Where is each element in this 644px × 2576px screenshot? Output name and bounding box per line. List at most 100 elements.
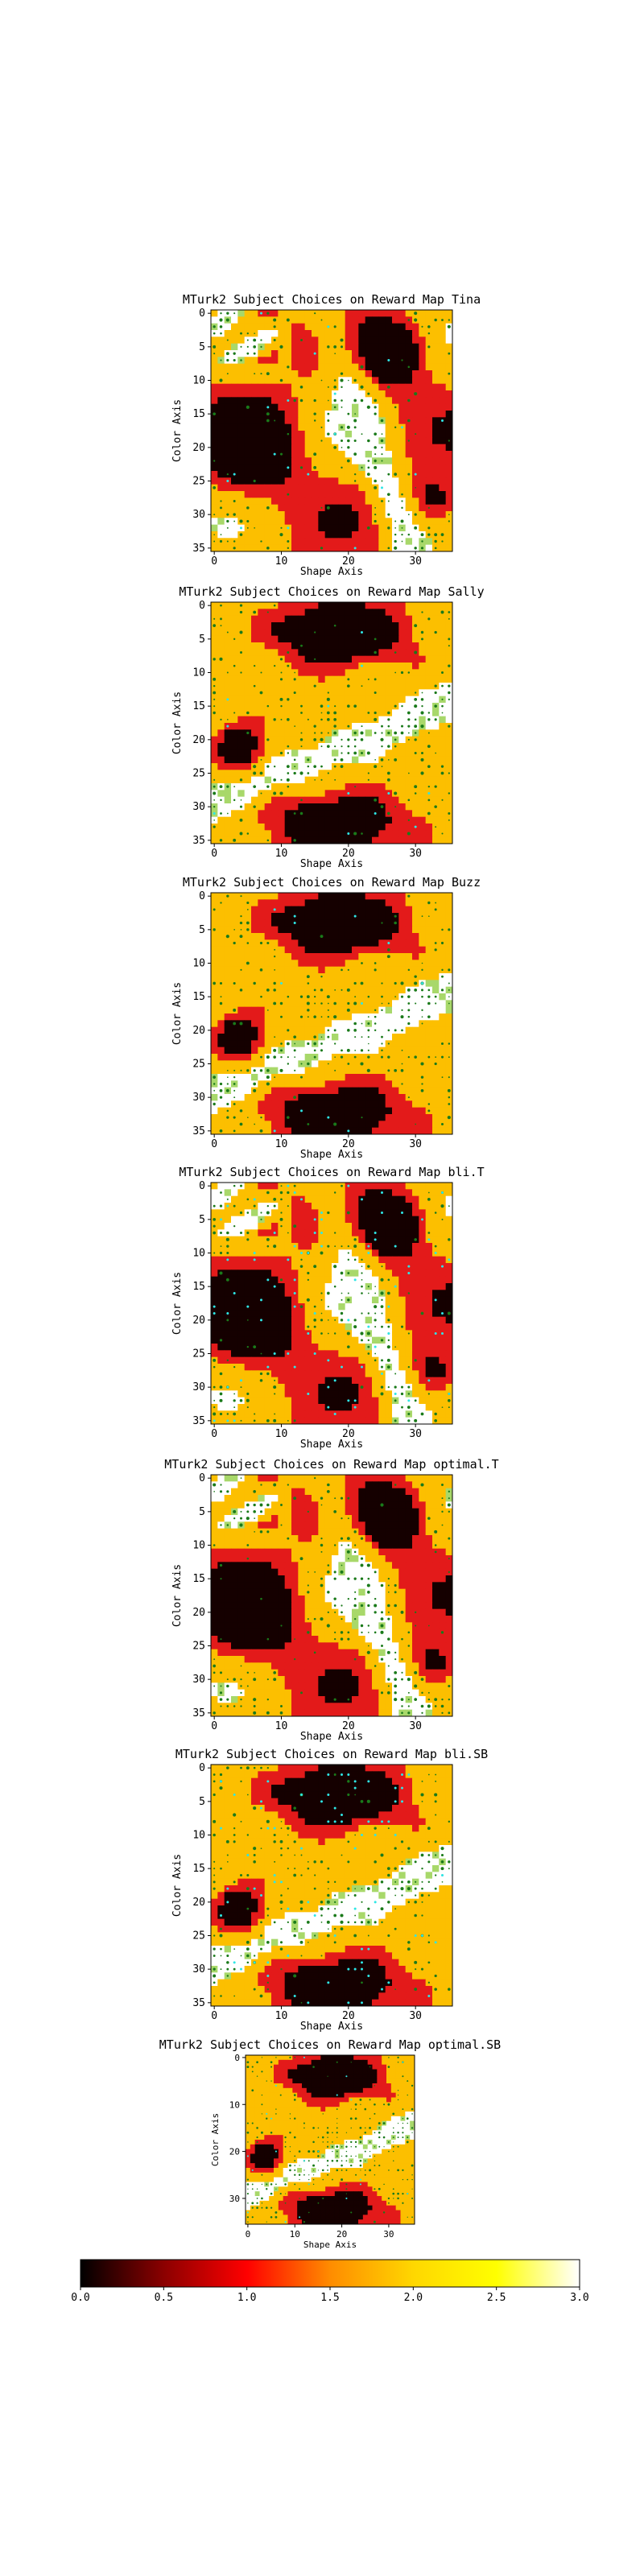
cyan-choice-dot <box>226 698 229 701</box>
heatmap-cell <box>271 1183 279 1190</box>
green-choice-dot <box>273 318 277 322</box>
heatmap-cell <box>231 933 238 940</box>
heatmap-cell <box>271 411 279 418</box>
heatmap-cell <box>439 716 447 724</box>
heatmap-cell <box>278 966 286 974</box>
heatmap-cell <box>439 783 447 791</box>
green-choice-dot <box>219 1088 223 1092</box>
heatmap-cell <box>398 689 407 697</box>
y-tick-label: 0 <box>199 308 205 320</box>
heatmap-cell <box>244 776 252 784</box>
heatmap-cell <box>385 451 393 458</box>
heatmap-cell <box>432 1107 440 1115</box>
green-choice-dot <box>394 546 398 550</box>
green-choice-dot <box>233 981 236 985</box>
heatmap-cell <box>324 357 332 365</box>
heatmap-cell <box>358 973 366 980</box>
heatmap-cell <box>284 1094 292 1101</box>
heatmap-cell <box>352 1074 359 1081</box>
heatmap-cell <box>318 803 326 811</box>
heatmap-cell <box>217 1060 225 1068</box>
heatmap-cell <box>372 609 379 617</box>
heatmap-cell <box>298 1040 306 1048</box>
heatmap-panel: MTurk2 Subject Choices on Reward Map Sal… <box>171 584 485 870</box>
heatmap-cell <box>312 437 319 445</box>
heatmap-cell <box>392 716 399 724</box>
green-choice-dot <box>374 465 378 469</box>
heatmap-cell <box>405 444 413 452</box>
heatmap-cell <box>345 403 353 411</box>
heatmap-cell <box>412 1183 419 1190</box>
heatmap-cell <box>419 919 427 927</box>
heatmap-cell <box>352 1100 359 1108</box>
green-choice-dot <box>421 611 423 613</box>
heatmap-cell <box>412 1074 419 1081</box>
green-choice-dot <box>273 1001 277 1005</box>
heatmap-cell <box>312 336 319 345</box>
heatmap-cell <box>224 736 232 744</box>
heatmap-cell <box>244 716 252 724</box>
heatmap-cell <box>271 1006 279 1014</box>
heatmap-cell <box>345 1034 353 1041</box>
heatmap-cell <box>271 729 279 737</box>
heatmap-cell <box>385 1183 393 1190</box>
heatmap-cell <box>258 816 266 824</box>
heatmap-cell <box>318 816 326 824</box>
heatmap-cell <box>211 1195 218 1203</box>
heatmap-cell <box>231 683 238 690</box>
heatmap-cell <box>231 1026 238 1034</box>
heatmap-cell <box>224 926 232 934</box>
heatmap-cell <box>271 796 279 804</box>
heatmap-cell <box>217 770 225 778</box>
heatmap-cell <box>324 663 332 670</box>
green-choice-dot <box>367 712 370 714</box>
heatmap-cell <box>244 363 252 371</box>
heatmap-cell <box>412 709 419 717</box>
heatmap-cell <box>372 683 379 690</box>
heatmap-cell <box>439 655 447 663</box>
heatmap-cell <box>278 330 286 337</box>
heatmap-cell <box>304 913 312 920</box>
green-choice-dot <box>400 519 404 523</box>
heatmap-cell <box>217 749 225 758</box>
heatmap-cell <box>385 1121 393 1129</box>
heatmap-cell <box>345 1100 353 1108</box>
heatmap-cell <box>324 437 332 445</box>
green-choice-dot <box>407 799 411 802</box>
heatmap-cell <box>358 330 366 337</box>
heatmap-cell <box>385 477 393 485</box>
heatmap-cell <box>271 1087 279 1095</box>
heatmap-cell <box>304 939 312 947</box>
heatmap-cell <box>425 423 433 431</box>
heatmap-cell <box>425 457 433 465</box>
heatmap-cell <box>365 669 373 677</box>
heatmap-cell <box>425 946 433 954</box>
heatmap-cell <box>398 776 407 784</box>
heatmap-cell <box>244 1013 252 1021</box>
heatmap-cell <box>372 417 379 425</box>
heatmap-cell <box>439 484 447 492</box>
heatmap-cell <box>412 518 419 526</box>
green-choice-dot <box>394 704 397 708</box>
green-choice-dot <box>427 332 431 335</box>
heatmap-cell <box>425 1203 433 1210</box>
green-choice-dot <box>386 955 390 959</box>
heatmap-cell <box>224 622 232 630</box>
heatmap-cell <box>298 518 306 526</box>
heatmap-cell <box>372 390 379 398</box>
green-choice-dot <box>407 738 410 741</box>
green-choice-dot <box>233 1129 236 1133</box>
heatmap-cell <box>237 709 246 717</box>
green-choice-dot <box>360 1062 364 1066</box>
heatmap-cell <box>445 796 453 804</box>
heatmap-cell <box>237 390 246 398</box>
heatmap-cell <box>378 390 386 398</box>
heatmap-cell <box>412 756 419 764</box>
heatmap-cell <box>324 973 332 980</box>
heatmap-cell <box>445 1013 453 1021</box>
green-choice-dot <box>361 685 363 687</box>
heatmap-cell <box>211 893 218 900</box>
heatmap-cell <box>251 1094 258 1101</box>
heatmap-cell <box>211 544 218 552</box>
heatmap-cell <box>237 729 246 737</box>
